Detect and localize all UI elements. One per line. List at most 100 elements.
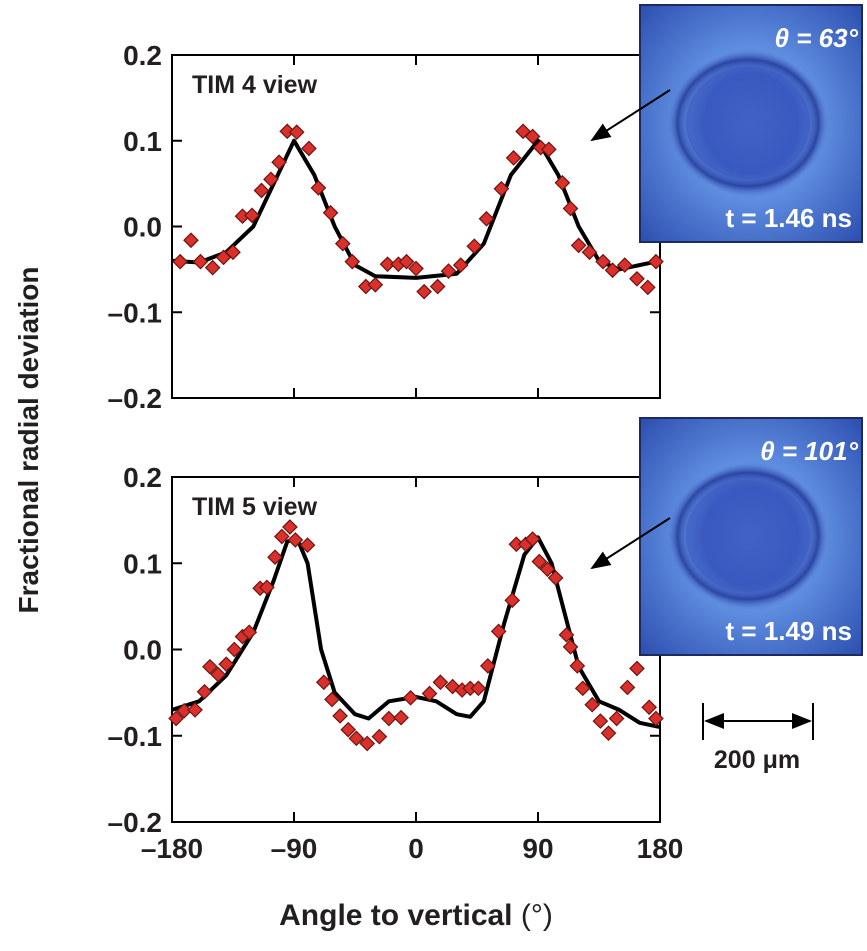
data-point: [595, 253, 611, 270]
data-point: [629, 660, 645, 677]
data-point: [540, 141, 557, 158]
data-point: [539, 561, 556, 578]
data-point: [332, 708, 348, 724]
y-tick-label: 0.1: [123, 548, 162, 579]
y-tick-label: –0.1: [108, 721, 163, 752]
data-point: [648, 253, 664, 270]
data-point: [273, 528, 290, 545]
data-point: [569, 658, 586, 674]
data-point: [218, 656, 235, 673]
data-point: [334, 235, 351, 252]
data-point: [524, 531, 541, 547]
data-point: [344, 253, 361, 270]
data-point: [192, 253, 209, 270]
x-axis-unit: (°): [521, 899, 553, 932]
data-point: [416, 283, 432, 300]
inset-angle: θ = 101°: [760, 436, 859, 466]
panel-annotation: TIM 4 view: [192, 71, 318, 99]
inset-angle: θ = 63°: [775, 23, 859, 53]
data-point: [398, 253, 415, 270]
plot-frame: [171, 54, 661, 399]
data-point: [505, 150, 522, 166]
data-point: [639, 279, 656, 296]
data-point: [367, 276, 384, 293]
data-point: [168, 710, 184, 727]
data-point: [381, 710, 397, 727]
panel-annotation: TIM 5 view: [192, 493, 318, 521]
inset-core: [686, 480, 810, 592]
data-point: [196, 683, 213, 700]
x-tick-label: –180: [141, 833, 203, 864]
data-point: [466, 238, 483, 255]
data-point: [288, 124, 305, 141]
data-point: [581, 244, 598, 261]
data-point: [493, 180, 510, 197]
data-point: [187, 702, 203, 718]
data-point: [648, 710, 664, 727]
y-tick-label: 0.2: [123, 462, 162, 493]
data-point: [432, 674, 449, 691]
x-tick-label: 0: [408, 833, 424, 864]
x-tick-label: –90: [271, 833, 318, 864]
data-point: [315, 674, 332, 691]
data-point: [421, 685, 438, 702]
inset-core: [686, 67, 810, 179]
data-point: [490, 623, 507, 640]
data-point: [322, 204, 339, 221]
inset-arrow: [590, 517, 671, 570]
y-tick-label: 0.0: [123, 635, 162, 666]
data-point: [504, 592, 521, 609]
data-point: [371, 728, 388, 745]
data-point: [558, 626, 575, 643]
data-point: [600, 725, 617, 742]
data-point: [515, 123, 531, 140]
data-point: [202, 658, 218, 675]
data-point: [267, 549, 283, 566]
x-tick-label: 90: [522, 833, 553, 864]
inset-arrow: [590, 89, 671, 142]
data-point: [183, 232, 199, 249]
data-point: [452, 257, 469, 273]
data-point: [429, 278, 446, 295]
data-point: [402, 689, 419, 706]
data-point: [225, 244, 241, 261]
data-point: [570, 237, 587, 254]
data-point: [359, 735, 376, 752]
data-point: [172, 253, 188, 270]
data-point: [562, 200, 579, 217]
data-point: [574, 680, 591, 697]
y-tick-label: –0.2: [108, 383, 163, 414]
data-point: [408, 260, 424, 277]
data-point: [301, 140, 317, 157]
data-point: [241, 624, 258, 641]
data-point: [619, 679, 636, 696]
data-point: [584, 696, 601, 713]
data-point: [282, 519, 298, 535]
data-point: [562, 639, 579, 655]
data-point: [263, 171, 279, 188]
data-point: [440, 263, 457, 279]
x-tick-label: 180: [637, 833, 684, 864]
data-point: [470, 680, 487, 697]
data-point: [379, 256, 396, 273]
data-point: [393, 709, 409, 726]
y-tick-label: 0.0: [123, 212, 162, 243]
data-point: [324, 691, 340, 708]
data-point: [279, 123, 296, 140]
data-point: [259, 579, 275, 596]
y-tick-label: 0.1: [123, 126, 162, 157]
data-point: [310, 180, 327, 196]
data-point: [531, 553, 548, 570]
data-point: [616, 257, 633, 273]
data-point: [479, 658, 496, 674]
data-point: [524, 128, 541, 145]
data-point: [641, 699, 658, 716]
data-point: [608, 710, 625, 727]
data-point: [226, 641, 243, 658]
data-point: [554, 174, 571, 191]
plot-frame: [171, 476, 661, 823]
inset-time: t = 1.49 ns: [726, 616, 852, 646]
data-point: [348, 730, 365, 747]
data-point: [299, 537, 316, 553]
